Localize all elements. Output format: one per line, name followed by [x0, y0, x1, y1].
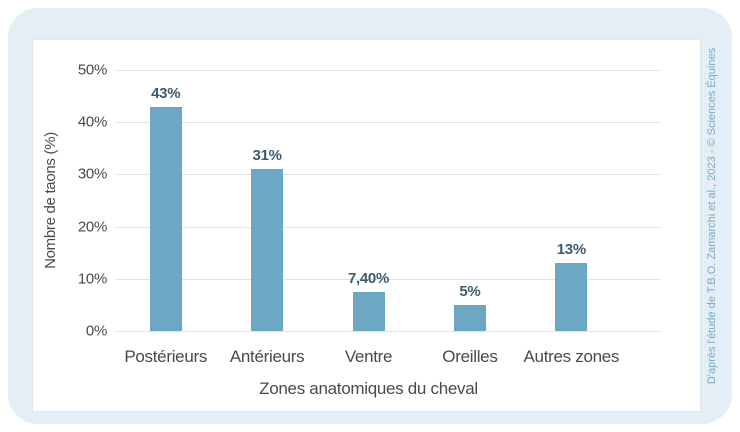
plot-area: Nombre de taons (%) 43% 31% 7,40% 5% 13% Pos…	[42, 63, 661, 397]
y-tick-label-0: 0%	[85, 322, 107, 340]
bar-posterieurs	[149, 106, 182, 331]
y-tick-label-40: 40%	[77, 113, 107, 131]
bar-value-label-ventre: 7,40%	[347, 270, 390, 288]
category-label-posterieurs: Postérieurs	[124, 347, 208, 366]
bar-oreilles	[453, 304, 486, 331]
category-label-autres-zones: Autres zones	[523, 347, 620, 366]
gridline-30	[115, 174, 661, 176]
gridline-10	[115, 278, 661, 280]
category-label-anterieurs: Antérieurs	[229, 347, 305, 366]
bar-slot-anterieurs: 31%	[216, 70, 317, 331]
gridline-20	[115, 226, 661, 228]
x-axis-title: Zones anatomiques du cheval	[259, 379, 478, 398]
category-label-oreilles: Oreilles	[442, 347, 498, 366]
bars-band: 43% 31% 7,40% 5% 13%	[115, 70, 622, 331]
chart-card: Nombre de taons (%) 43% 31% 7,40% 5% 13% Pos…	[32, 39, 701, 412]
bar-anterieurs	[251, 169, 284, 331]
gridline-0	[115, 331, 661, 332]
y-tick-label-50: 50%	[77, 61, 107, 79]
bar-ventre	[352, 292, 385, 331]
bar-value-label-oreilles: 5%	[459, 282, 481, 300]
y-axis-title: Nombre de taons (%)	[41, 132, 59, 269]
category-band: Postérieurs Antérieurs Ventre Oreilles Autre…	[115, 348, 622, 365]
rounded-background-panel: Nombre de taons (%) 43% 31% 7,40% 5% 13% Pos…	[8, 8, 732, 424]
y-tick-label-30: 30%	[77, 165, 107, 183]
y-tick-label-10: 10%	[77, 270, 107, 288]
bar-value-label-anterieurs: 31%	[252, 147, 282, 165]
credit-text: D'après l'étude de T.B.O. Zamarchi et al…	[706, 47, 719, 385]
gridline-50	[115, 70, 661, 71]
bar-slot-ventre: 7,40%	[318, 70, 419, 331]
credit-column: D'après l'étude de T.B.O. Zamarchi et al…	[694, 0, 730, 432]
bar-slot-oreilles: 5%	[419, 70, 520, 331]
bar-slot-posterieurs: 43%	[115, 70, 216, 331]
y-tick-label-20: 20%	[77, 218, 107, 236]
bar-value-label-autres-zones: 13%	[556, 241, 586, 259]
bar-value-label-posterieurs: 43%	[151, 84, 181, 102]
bar-autres-zones	[555, 263, 588, 331]
gridline-40	[115, 122, 661, 124]
category-label-ventre: Ventre	[344, 347, 393, 366]
y-axis-title-wrap: Nombre de taons (%)	[35, 70, 65, 331]
bar-slot-autres-zones: 13%	[521, 70, 622, 331]
